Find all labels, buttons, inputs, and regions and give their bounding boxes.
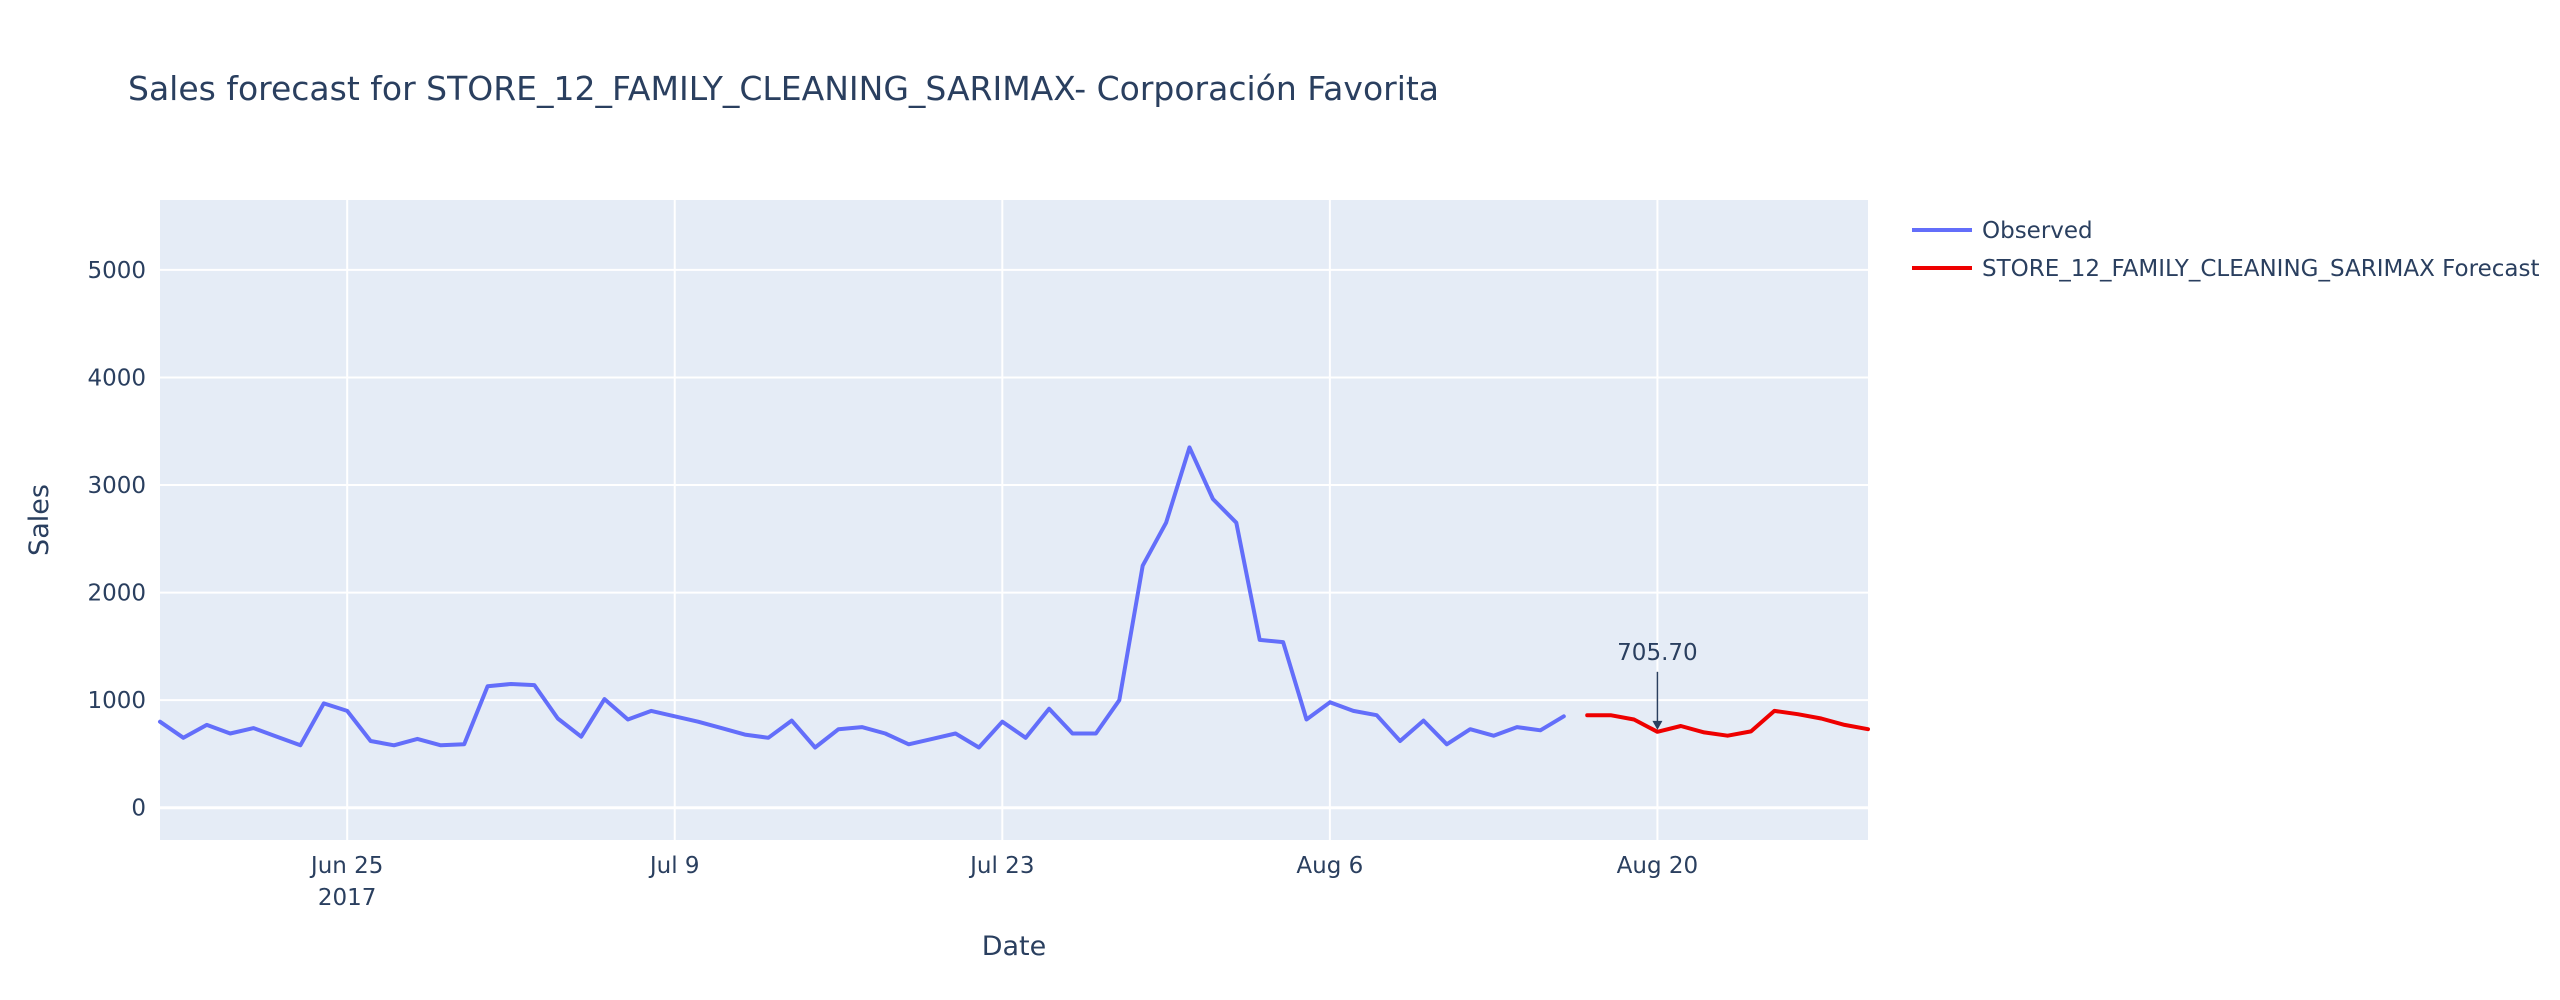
y-tick-label: 4000 — [87, 365, 146, 391]
y-gridlines — [160, 268, 1868, 810]
y-axis-title: Sales — [24, 484, 55, 556]
y-tick-label: 1000 — [87, 688, 146, 714]
legend[interactable]: Observed STORE_12_FAMILY_CLEANING_SARIMAX… — [1912, 218, 2539, 282]
legend-label: Observed — [1982, 218, 2093, 244]
y-tick-label: 5000 — [87, 258, 146, 284]
legend-item-observed[interactable]: Observed — [1912, 218, 2093, 244]
annotation-arrowhead — [1652, 720, 1663, 730]
x-axis-title: Date — [982, 931, 1047, 962]
y-tick-labels: 0 1000 2000 3000 4000 5000 — [87, 258, 146, 822]
plot-area — [160, 200, 1868, 840]
legend-label: STORE_12_FAMILY_CLEANING_SARIMAX Forecas… — [1982, 256, 2539, 282]
x-tick-label: Aug 20 — [1617, 853, 1699, 879]
x-tick-label: Jul 23 — [968, 853, 1034, 879]
x-tick-label: Jun 25 — [309, 853, 384, 879]
x-tick-labels: Jun 25 2017 Jul 9 Jul 23 Aug 6 Aug 20 — [309, 853, 1698, 911]
series-line-observed[interactable] — [158, 445, 1566, 750]
x-tick-sublabel: 2017 — [318, 885, 377, 911]
y-tick-label: 3000 — [87, 473, 146, 499]
series-layer — [158, 445, 1870, 750]
chart-title: Sales forecast for STORE_12_FAMILY_CLEAN… — [128, 69, 1439, 108]
x-tick-label: Aug 6 — [1296, 853, 1363, 879]
annotation-layer: 705.70 — [1617, 640, 1698, 730]
x-tick-label: Jul 9 — [648, 853, 700, 879]
y-tick-label: 0 — [131, 796, 146, 822]
legend-item-forecast[interactable]: STORE_12_FAMILY_CLEANING_SARIMAX Forecas… — [1912, 256, 2539, 282]
y-tick-label: 2000 — [87, 581, 146, 607]
annotation-label: 705.70 — [1617, 640, 1697, 666]
series-line-forecast[interactable] — [1585, 708, 1870, 738]
